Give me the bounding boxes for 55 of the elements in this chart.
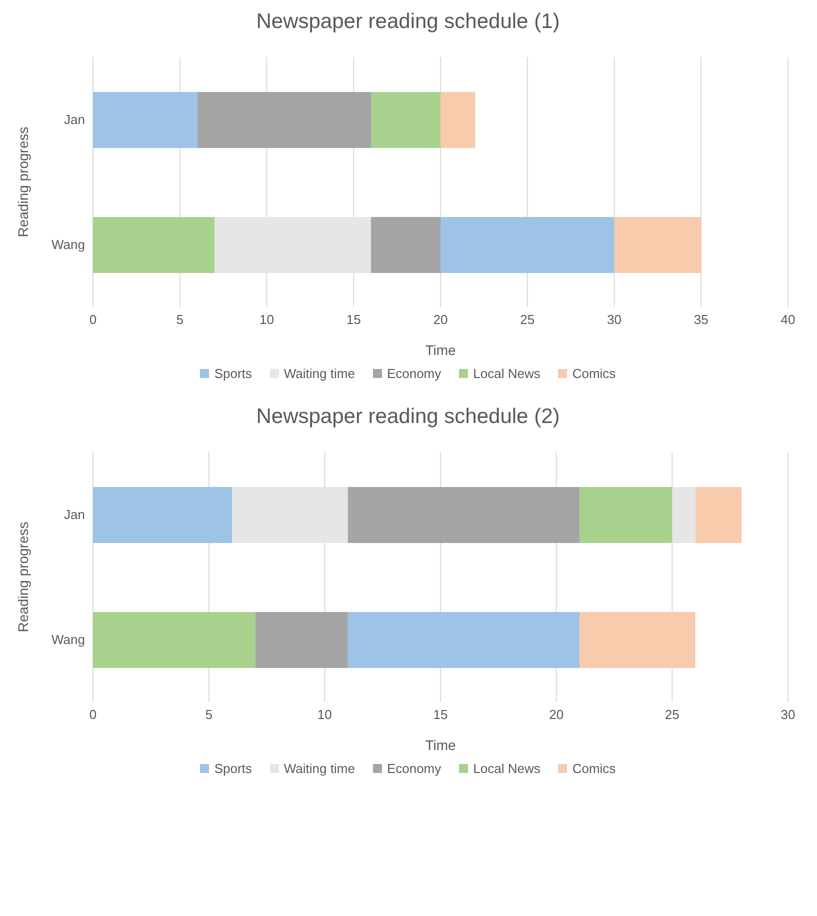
legend-label: Economy	[386, 366, 442, 381]
bar	[371, 92, 440, 148]
legend-label: Sports	[213, 366, 252, 381]
chart-title: Newspaper reading schedule (2)	[255, 405, 561, 429]
legend-label: Economy	[386, 761, 442, 776]
x-tick-label: 25	[664, 707, 680, 722]
x-tick-label: 30	[780, 707, 796, 722]
x-tick-label: 15	[346, 312, 361, 328]
legend-label: Comics	[571, 761, 616, 776]
bar	[348, 612, 580, 668]
bar	[580, 612, 696, 668]
y-axis-title: Reading progress	[14, 126, 31, 238]
bar	[371, 217, 440, 273]
y-tick-label: Jan	[64, 507, 85, 522]
bar	[440, 92, 476, 148]
bar	[672, 487, 696, 543]
bar	[214, 217, 371, 273]
legend-label: Local News	[472, 366, 540, 381]
bar	[695, 487, 742, 543]
x-tick-label: 0	[89, 707, 97, 722]
y-tick-label: Jan	[64, 112, 85, 128]
y-tick-label: Wang	[52, 632, 85, 648]
bar	[93, 92, 198, 148]
bar	[93, 612, 256, 668]
x-axis-title: Time	[425, 737, 456, 753]
x-tick-label: 30	[607, 312, 622, 328]
bar	[232, 487, 348, 543]
bar	[348, 487, 580, 543]
y-axis-title: Reading progress	[14, 522, 31, 632]
x-tick-label: 35	[694, 312, 708, 328]
legend-label: Waiting time	[282, 761, 355, 776]
x-tick-label: 40	[780, 312, 796, 328]
bar	[93, 217, 215, 273]
x-tick-label: 15	[433, 707, 448, 722]
legend-label: Sports	[213, 761, 252, 776]
legend-label: Comics	[571, 366, 616, 381]
bar	[197, 92, 371, 148]
x-tick-label: 20	[549, 707, 564, 722]
x-tick-label: 0	[89, 312, 97, 328]
x-tick-label: 10	[317, 707, 332, 722]
y-tick-label: Wang	[52, 237, 85, 252]
x-axis-title: Time	[425, 342, 456, 358]
bar	[440, 217, 614, 273]
bar	[614, 217, 702, 273]
bar	[255, 612, 348, 668]
x-tick-label: 10	[260, 312, 274, 328]
x-tick-label: 20	[433, 312, 448, 328]
x-tick-label: 25	[520, 312, 535, 328]
legend-label: Local News	[472, 761, 540, 776]
x-tick-label: 5	[205, 707, 212, 722]
bar	[93, 487, 232, 543]
legend-label: Waiting time	[282, 366, 355, 381]
x-tick-label: 5	[176, 312, 184, 328]
chart-title: Newspaper reading schedule (1)	[255, 10, 561, 34]
bar	[580, 487, 672, 543]
